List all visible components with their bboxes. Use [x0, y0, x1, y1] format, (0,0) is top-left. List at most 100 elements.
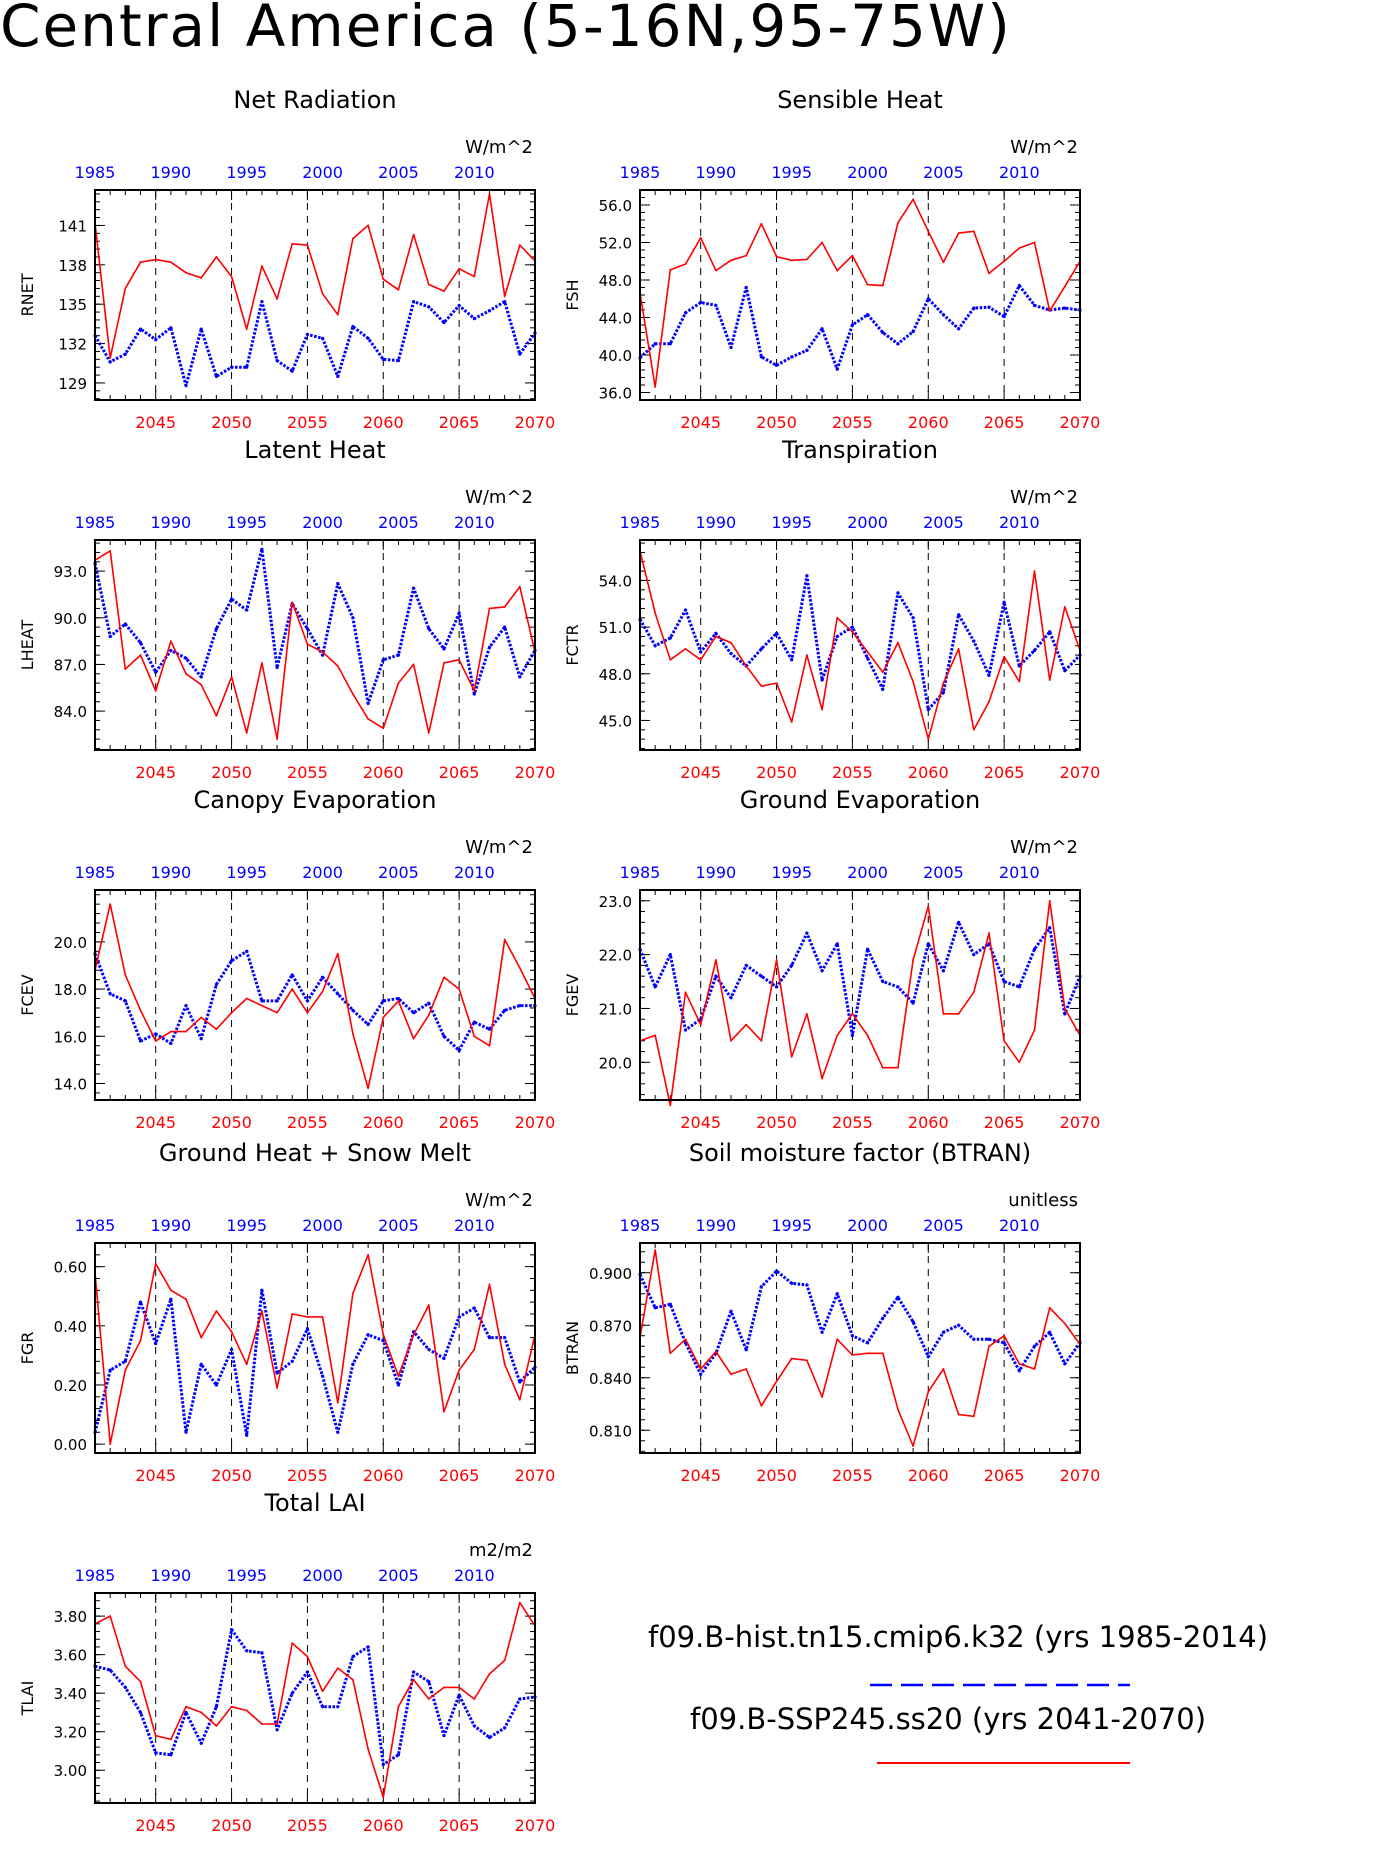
data-point-hist [835, 1292, 839, 1296]
data-point-hist [154, 670, 158, 674]
data-point-ssp [260, 265, 263, 268]
data-point-hist [366, 1645, 370, 1649]
data-point-hist [123, 352, 127, 356]
x-tick-label-bottom: 2065 [984, 1113, 1025, 1132]
data-point-ssp [215, 714, 218, 717]
data-point-ssp [836, 269, 839, 272]
data-point-ssp [988, 932, 990, 934]
data-point-hist [729, 1309, 733, 1313]
units-label: W/m^2 [465, 487, 533, 508]
data-point-hist [442, 320, 446, 325]
data-point-hist [275, 665, 279, 670]
x-tick-label-bottom: 2055 [832, 1113, 873, 1132]
data-point-hist [442, 1733, 446, 1738]
panel-title: Ground Evaporation [740, 786, 980, 814]
data-point-hist [1002, 600, 1006, 604]
y-axis-label: FSH [563, 279, 582, 310]
x-tick-label-bottom: 2065 [984, 413, 1025, 432]
x-tick-label-bottom: 2045 [135, 1113, 176, 1132]
data-point-ssp [851, 630, 854, 633]
data-point-ssp [412, 1678, 415, 1681]
data-point-hist [457, 1693, 461, 1697]
x-tick-label-top: 1985 [620, 163, 661, 182]
x-tick-label-top: 2005 [378, 863, 419, 882]
data-point-ssp [321, 651, 324, 653]
data-point-ssp [427, 731, 430, 734]
data-point-hist [850, 323, 855, 327]
x-tick-label-top: 2000 [847, 863, 888, 882]
data-point-ssp [654, 1034, 657, 1037]
data-point-hist [518, 1380, 522, 1384]
units-label: W/m^2 [465, 837, 533, 858]
data-point-hist [366, 701, 370, 705]
data-point-hist [926, 297, 930, 301]
data-point-hist [683, 608, 688, 612]
data-point-ssp [669, 1352, 672, 1355]
data-point-hist [820, 969, 824, 973]
y-tick-label: 0.900 [589, 1265, 632, 1283]
data-point-ssp [352, 1033, 354, 1035]
data-point-ssp [245, 997, 248, 1000]
data-point-hist [759, 647, 763, 651]
data-point-ssp [699, 236, 702, 239]
data-point-ssp [169, 640, 172, 643]
data-point-hist [396, 1383, 401, 1387]
data-point-hist [653, 985, 657, 989]
data-point-ssp [775, 255, 778, 258]
data-point-hist [442, 1034, 446, 1038]
data-point-hist [108, 634, 112, 639]
data-point-ssp [654, 612, 657, 615]
data-point-ssp [942, 261, 945, 264]
data-point-ssp [458, 658, 461, 661]
data-point-hist [427, 305, 431, 309]
data-point-ssp [988, 272, 990, 275]
units-label: W/m^2 [1010, 837, 1078, 858]
data-point-ssp [881, 671, 884, 674]
series-line-ssp [639, 1249, 1081, 1447]
data-point-hist [229, 597, 234, 601]
data-point-ssp [518, 1601, 521, 1604]
y-tick-label: 132 [58, 336, 87, 354]
data-point-ssp [473, 689, 476, 692]
data-point-hist [911, 329, 915, 334]
data-point-hist [487, 645, 492, 649]
data-point-ssp [1018, 1362, 1021, 1365]
data-point-ssp [367, 717, 370, 720]
data-point-ssp [397, 1705, 400, 1708]
data-point-ssp [503, 295, 506, 298]
plot-frame [639, 539, 1081, 751]
data-point-hist [457, 611, 461, 615]
data-point-ssp [139, 1680, 142, 1683]
data-point-ssp [185, 1030, 187, 1033]
x-tick-label-bottom: 2050 [211, 1816, 252, 1835]
data-point-hist [1063, 669, 1067, 673]
data-point-hist [865, 947, 870, 951]
data-point-hist [790, 963, 794, 967]
data-point-ssp [699, 1368, 702, 1370]
data-point-hist [987, 673, 991, 677]
x-tick-label-top: 1995 [226, 1216, 267, 1235]
x-tick-label-bottom: 2050 [211, 763, 252, 782]
data-point-hist [865, 313, 870, 317]
data-point-ssp [473, 275, 476, 278]
data-point-ssp [169, 261, 172, 264]
data-point-ssp [154, 258, 157, 261]
y-tick-label: 14.0 [54, 1075, 87, 1093]
data-point-hist [911, 616, 915, 620]
data-point-hist [108, 1368, 112, 1372]
data-point-ssp [245, 328, 248, 331]
legend-hist-label: f09.B-hist.tn15.cmip6.k32 (yrs 1985-2014… [648, 1620, 1269, 1654]
data-point-ssp [866, 1352, 869, 1355]
units-label: m2/m2 [469, 1540, 533, 1561]
data-point-hist [442, 647, 446, 651]
data-point-hist [1063, 306, 1067, 310]
data-point-ssp [154, 1262, 157, 1265]
data-point-hist [729, 345, 733, 350]
x-tick-label-bottom: 2070 [515, 1816, 556, 1835]
y-tick-label: 40.0 [599, 347, 632, 365]
data-point-ssp [866, 651, 869, 653]
data-point-ssp [805, 1012, 808, 1015]
data-point-hist [260, 299, 264, 304]
data-point-ssp [412, 233, 415, 236]
data-point-ssp [805, 258, 808, 261]
